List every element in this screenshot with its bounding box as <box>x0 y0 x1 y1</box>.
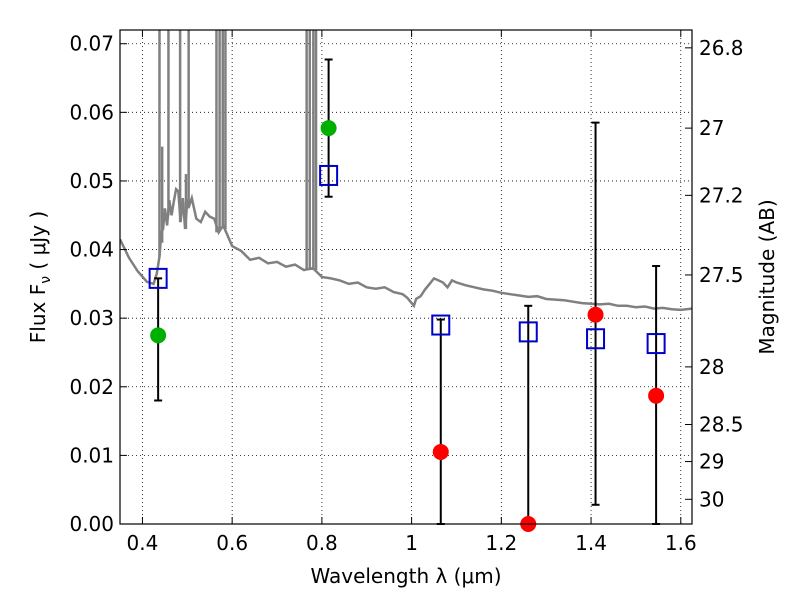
y2-tick-label: 29 <box>699 450 724 474</box>
y-tick-label: 0.04 <box>69 238 114 262</box>
spectrum-line <box>120 186 692 312</box>
plot-frame <box>119 29 693 525</box>
y-axis-title-main: Flux F <box>26 284 50 343</box>
model-photometry-square <box>148 267 168 289</box>
y-tick-label: 0.00 <box>69 512 114 536</box>
y2-axis-title-group: Magnitude (AB) <box>755 199 779 354</box>
model-photometry-square <box>319 164 339 186</box>
y-tick-label: 0.03 <box>69 306 114 330</box>
y2-tick-label: 30 <box>699 487 724 511</box>
y-tick-label: 0.02 <box>69 375 114 399</box>
y-axis-title-unit: ( μJy ) <box>26 211 50 276</box>
x-tick-label: 1.2 <box>485 531 517 555</box>
x-axis-ticks: 0.4 0.6 0.8 1 1.2 1.4 1.6 <box>127 30 697 555</box>
y2-tick-label: 28.5 <box>699 413 744 437</box>
y-tick-label: 0.06 <box>69 100 114 124</box>
y-tick-label: 0.01 <box>69 443 114 467</box>
x-tick-label: 1.6 <box>665 531 697 555</box>
photometry-markers <box>148 120 666 532</box>
detection-marker <box>320 120 337 137</box>
y2-tick-label: 27.5 <box>699 263 744 287</box>
y2-axis-ticks: 26.8 27 27.2 27.5 28 28.5 29 30 <box>685 36 744 511</box>
model-photometry-square <box>586 328 606 350</box>
model-spectrum <box>120 30 692 312</box>
grid-lines <box>120 30 692 525</box>
y-axis-title: Flux Fν ( μJy ) <box>26 211 54 343</box>
detection-marker <box>150 327 167 344</box>
y-tick-label: 0.05 <box>69 169 114 193</box>
y-tick-label: 0.07 <box>69 32 114 56</box>
upper-limit-marker <box>648 387 665 404</box>
x-tick-label: 1 <box>405 531 418 555</box>
y-axis-title-group: Flux Fν ( μJy ) <box>26 211 54 343</box>
y2-tick-label: 27 <box>699 116 724 140</box>
model-photometry-square <box>646 333 666 355</box>
x-tick-label: 0.4 <box>127 531 159 555</box>
model-photometry-square <box>431 314 451 336</box>
x-tick-label: 1.4 <box>575 531 607 555</box>
model-photometry-square <box>518 321 538 343</box>
y-axis-title-sub: ν <box>38 276 54 284</box>
y2-tick-label: 28 <box>699 355 724 379</box>
x-axis-title: Wavelength λ (μm) <box>310 564 501 588</box>
x-tick-label: 0.8 <box>306 531 338 555</box>
y2-tick-label: 26.8 <box>699 36 744 60</box>
y2-axis-title: Magnitude (AB) <box>755 199 779 354</box>
x-tick-label: 0.6 <box>216 531 248 555</box>
upper-limit-marker <box>432 443 449 460</box>
error-bars <box>154 58 661 525</box>
upper-limit-marker <box>587 306 604 323</box>
y2-tick-label: 27.2 <box>699 183 744 207</box>
y-axis-ticks: 0.00 0.01 0.02 0.03 0.04 0.05 0.06 0.07 <box>69 32 127 536</box>
